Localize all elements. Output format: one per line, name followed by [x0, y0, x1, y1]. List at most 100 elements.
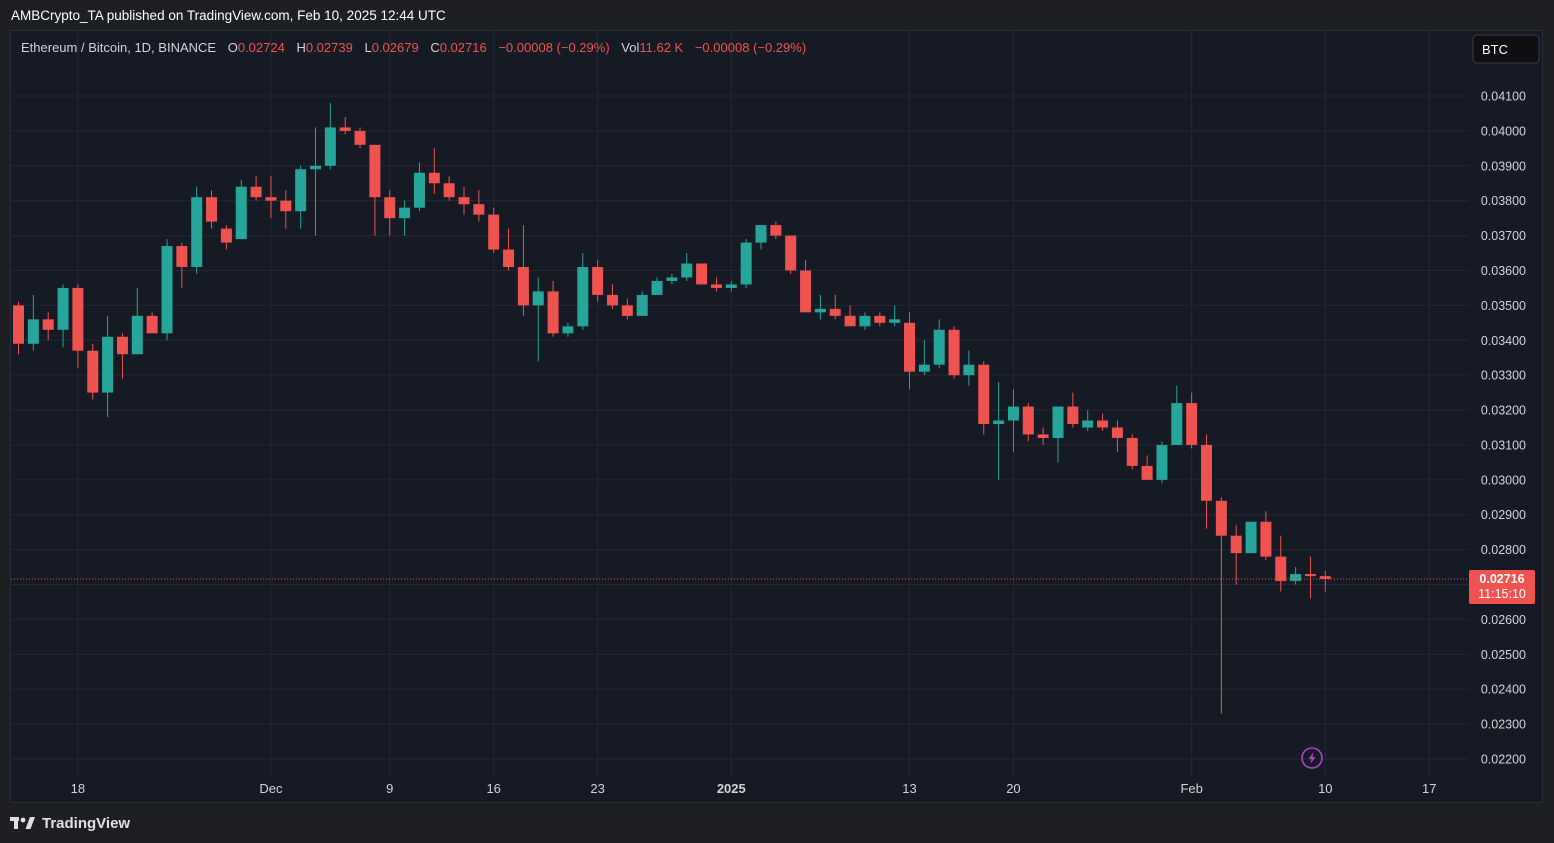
candle-body: [963, 364, 975, 376]
candle-body: [1111, 427, 1123, 438]
candle-body: [636, 294, 648, 316]
legend-vol-change: −0.00008 (−0.29%): [695, 40, 806, 55]
candle-body: [607, 294, 618, 306]
candle: [324, 102, 336, 170]
candle: [1275, 535, 1287, 592]
candle: [206, 190, 218, 229]
y-tick-label: 0.02300: [1481, 718, 1526, 732]
candle: [13, 301, 24, 355]
candle: [1082, 410, 1094, 431]
x-tick-label: 2025: [717, 781, 746, 796]
chart-pane[interactable]: 0.02200 0.02300 0.02400 0.02500 0.02600 0.027…: [10, 30, 1543, 803]
price-axis[interactable]: 0.02200 0.02300 0.02400 0.02500 0.02600 0.027…: [1481, 90, 1526, 767]
candle: [621, 298, 633, 320]
candle: [607, 284, 618, 309]
candle: [1304, 556, 1316, 599]
y-tick-label: 0.03900: [1481, 159, 1526, 173]
x-tick-label: 9: [386, 781, 393, 796]
candle: [1126, 434, 1138, 470]
candle-body: [354, 130, 366, 145]
candle-body: [1007, 406, 1019, 421]
candle: [918, 340, 930, 376]
currency-button[interactable]: BTC: [1472, 34, 1540, 64]
bar-countdown: 11:15:10: [1478, 587, 1526, 601]
currency-button-label[interactable]: BTC: [1482, 42, 1508, 57]
footer: TradingView: [10, 808, 130, 838]
candle-body: [265, 197, 277, 201]
candle: [1022, 403, 1034, 442]
candle-body: [651, 280, 663, 295]
candle-body: [592, 266, 604, 295]
candle: [191, 186, 203, 274]
candle-body: [978, 364, 990, 425]
candles-layer: [13, 102, 1331, 714]
candle: [948, 326, 960, 379]
candle-body: [948, 329, 960, 376]
candle: [413, 162, 425, 212]
candle-body: [1230, 535, 1242, 554]
candle: [1201, 434, 1212, 529]
candle: [220, 225, 232, 250]
candle-body: [428, 172, 440, 184]
candle-body: [710, 284, 722, 288]
candle-body: [1156, 444, 1168, 480]
candle: [1186, 392, 1198, 449]
legend-close-label: C: [430, 40, 439, 55]
legend-open-label: O: [228, 40, 238, 55]
y-tick-label: 0.03300: [1481, 369, 1526, 383]
candle-body: [87, 350, 99, 393]
candle-body: [13, 305, 24, 344]
candle: [710, 277, 722, 292]
x-tick-label: 18: [71, 781, 85, 796]
chart-grid: [11, 31, 1469, 776]
y-tick-label: 0.02500: [1481, 648, 1526, 662]
candle-body: [740, 242, 752, 285]
candle-body: [27, 319, 39, 344]
y-tick-label: 0.03400: [1481, 334, 1526, 348]
last-price-label: 0.02716 11:15:10: [1469, 569, 1535, 604]
candle: [27, 294, 39, 351]
candle-body: [814, 308, 826, 313]
brand-name[interactable]: TradingView: [42, 814, 131, 832]
candle: [636, 291, 648, 316]
candle-body: [800, 270, 812, 313]
candle-body: [1052, 406, 1064, 438]
candle-body: [116, 336, 128, 355]
candle: [1007, 389, 1019, 452]
candle-body: [1141, 465, 1153, 480]
candle-body: [770, 225, 782, 236]
candle-body: [874, 315, 886, 323]
candle: [384, 190, 396, 236]
candlestick-chart[interactable]: 0.02200 0.02300 0.02400 0.02500 0.02600 0.027…: [11, 31, 1542, 802]
candle: [339, 116, 351, 135]
legend-vol-value: 11.62 K: [639, 40, 683, 55]
candle-body: [473, 204, 485, 215]
x-tick-label: 23: [590, 781, 604, 796]
candle-body: [235, 186, 247, 240]
candle: [102, 315, 114, 418]
candle: [1260, 511, 1272, 561]
candle: [1052, 406, 1064, 463]
candle-body: [1260, 521, 1272, 557]
candle: [547, 280, 559, 337]
candle-body: [220, 228, 232, 243]
candle-body: [57, 287, 69, 330]
time-axis[interactable]: 18 Dec 9 16 23 2025 13 20 Feb 10 17: [71, 781, 1437, 796]
candle: [978, 361, 990, 435]
candle-body: [904, 322, 915, 372]
legend-high-label: H: [296, 40, 305, 55]
candle: [57, 284, 69, 348]
candle: [176, 242, 188, 288]
candle: [874, 312, 886, 327]
ohlc-legend: Ethereum / Bitcoin, 1D, BINANCE O0.02724…: [21, 40, 806, 55]
candle-body: [1319, 576, 1331, 579]
x-tick-label: 13: [902, 781, 916, 796]
candle: [399, 200, 411, 236]
tradingview-logo-icon[interactable]: [10, 816, 36, 830]
candle: [814, 294, 826, 320]
candle-body: [1067, 406, 1079, 425]
lightning-icon[interactable]: [1301, 747, 1323, 769]
candle-body: [1201, 444, 1212, 501]
candle-body: [280, 200, 292, 212]
legend-low-label: L: [364, 40, 371, 55]
